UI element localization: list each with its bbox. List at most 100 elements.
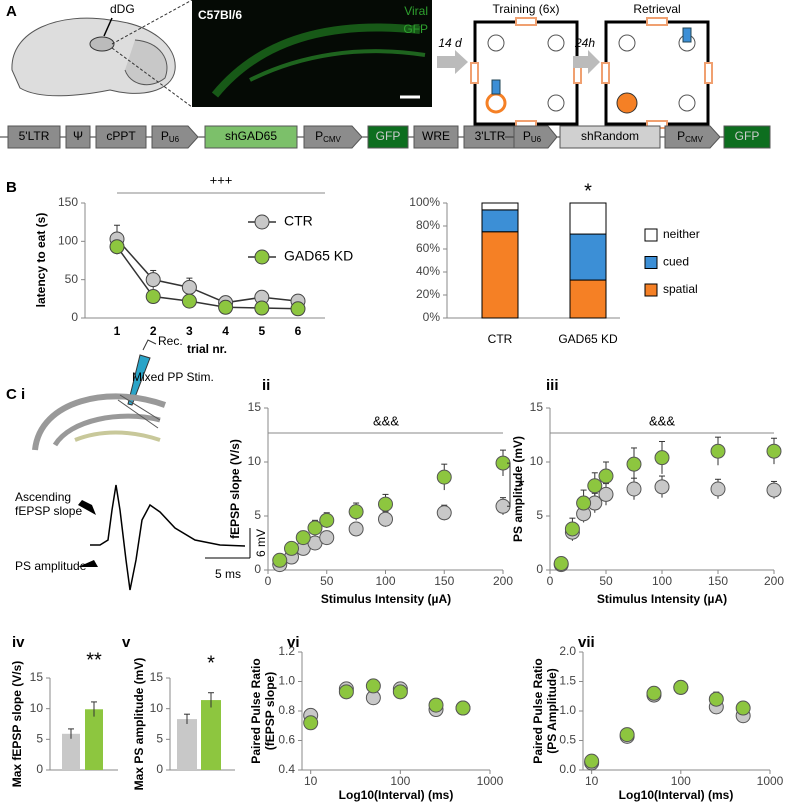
trace-label: PS amplitude xyxy=(15,559,87,573)
construct-element: WRE xyxy=(422,129,450,143)
micrograph xyxy=(192,0,432,107)
marker xyxy=(284,540,299,556)
marker xyxy=(646,685,662,701)
scale-label: 5 ms xyxy=(215,567,241,581)
y-axis-label: (PS Amplitude) xyxy=(545,668,559,754)
y-tick-label: 15 xyxy=(530,400,544,414)
brain-sketch xyxy=(11,0,193,108)
training-box xyxy=(470,17,582,129)
marker xyxy=(319,512,335,528)
annotation: +++ xyxy=(210,172,233,187)
y-axis-label: Paired Pulse Ratio xyxy=(249,658,263,763)
x-axis-label: trial nr. xyxy=(187,342,227,356)
annotation: * xyxy=(517,476,524,496)
series-line xyxy=(116,238,299,304)
panel-label: C i xyxy=(6,386,25,403)
legend-label: cued xyxy=(663,255,689,269)
x-tick-label: 100 xyxy=(390,774,410,788)
marker xyxy=(254,300,270,316)
recording-sketch xyxy=(32,339,167,451)
construct-1 xyxy=(0,125,517,149)
legend-marker xyxy=(254,214,270,230)
legend-label: spatial xyxy=(663,282,698,296)
marker xyxy=(553,556,569,572)
x-axis-label: Log10(Interval) (ms) xyxy=(619,788,734,802)
y-tick-label: 20% xyxy=(416,287,440,301)
construct-2 xyxy=(505,125,771,149)
y-tick-label: 5 xyxy=(156,732,163,746)
construct-element: PU6 xyxy=(523,129,542,144)
arrow xyxy=(573,50,600,74)
panel-label: A xyxy=(6,3,17,20)
x-tick-label: 200 xyxy=(493,574,513,588)
panel-label: vi xyxy=(287,634,300,651)
marker xyxy=(272,552,288,568)
x-tick-label: 50 xyxy=(599,574,613,588)
marker xyxy=(626,481,642,497)
y-tick-label: 5 xyxy=(254,508,261,522)
annotation: * xyxy=(207,652,215,674)
marker xyxy=(436,469,452,485)
marker xyxy=(348,521,364,537)
marker xyxy=(619,727,635,743)
rec-label: Rec. xyxy=(158,334,183,348)
x-axis-label: Stimulus Intensity (µA) xyxy=(321,592,451,606)
marker xyxy=(378,496,393,512)
y-tick-label: 100% xyxy=(409,195,440,209)
x-axis-label: Log10(Interval) (ms) xyxy=(339,788,454,802)
annotation: &&& xyxy=(649,413,675,428)
bar xyxy=(201,700,221,770)
bar-segment xyxy=(569,202,607,235)
marker xyxy=(378,511,393,527)
marker xyxy=(587,478,603,494)
y-tick-label: 10 xyxy=(30,701,44,715)
y-tick-label: 0 xyxy=(36,762,43,776)
marker xyxy=(181,293,197,309)
y-tick-label: 10 xyxy=(248,454,262,468)
y-tick-label: 0.5 xyxy=(559,733,576,747)
y-axis-label: PS amplitude (mV) xyxy=(511,436,525,542)
panel-label: iii xyxy=(546,377,559,394)
marker xyxy=(181,279,197,295)
trace-label: Ascending xyxy=(15,490,71,504)
panel-label: iv xyxy=(12,634,25,651)
y-tick-label: 1.5 xyxy=(559,674,576,688)
image-label: Viral xyxy=(404,4,428,18)
y-axis-label: Paired Pulse Ratio xyxy=(531,658,545,763)
construct-element: GFP xyxy=(376,129,401,143)
trace xyxy=(78,484,251,591)
x-tick-label: CTR xyxy=(488,332,513,346)
image-title: C57Bl/6 xyxy=(198,8,242,22)
marker xyxy=(708,691,724,707)
y-tick-label: 15 xyxy=(30,670,44,684)
marker xyxy=(626,456,642,472)
y-tick-label: 0 xyxy=(536,562,543,576)
annotation: * xyxy=(584,180,592,202)
x-tick-label: 6 xyxy=(295,324,302,338)
x-tick-label: 10 xyxy=(585,774,599,788)
construct-element: shGAD65 xyxy=(225,129,277,143)
marker xyxy=(766,443,782,459)
x-tick-label: 0 xyxy=(547,574,554,588)
marker xyxy=(218,299,234,315)
y-tick-label: 1.0 xyxy=(559,703,576,717)
marker xyxy=(145,289,161,305)
annotation: &&& xyxy=(373,413,399,428)
construct-element: PCMV xyxy=(677,129,703,144)
panel-label: B xyxy=(6,179,17,196)
panel-label: v xyxy=(122,634,131,651)
x-tick-label: 4 xyxy=(222,324,229,338)
y-axis-label: latency to eat (s) xyxy=(34,213,48,308)
scale-label: 6 mV xyxy=(254,529,268,557)
y-tick-label: 50 xyxy=(65,272,79,286)
box-title: Training (6x) xyxy=(493,2,560,16)
y-tick-label: 1.0 xyxy=(278,674,295,688)
y-tick-label: 100 xyxy=(58,234,78,248)
bar xyxy=(85,709,103,770)
y-tick-label: 15 xyxy=(248,400,262,414)
retrieval-box xyxy=(601,17,713,129)
brain-label: dDG xyxy=(110,2,135,16)
legend-swatch xyxy=(644,228,658,242)
y-axis-label: fEPSP slope (V/s) xyxy=(228,439,242,539)
x-tick-label: 150 xyxy=(434,574,454,588)
